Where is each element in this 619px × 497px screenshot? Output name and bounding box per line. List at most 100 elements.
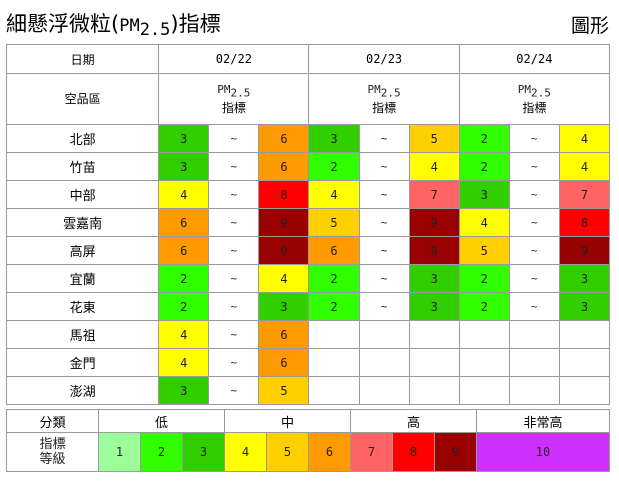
legend-level-label: 指標 等級 bbox=[6, 432, 99, 472]
legend-level-swatch: 6 bbox=[308, 432, 351, 472]
legend-level-swatch: 9 bbox=[434, 432, 477, 472]
min-index-cell: 3 bbox=[158, 124, 210, 153]
range-separator: ~ bbox=[358, 236, 410, 265]
table-row: 花東 2 ~3 2 ~3 2 ~3 bbox=[5, 292, 611, 321]
min-index-cell: 4 bbox=[458, 208, 510, 237]
max-index-cell: 7 bbox=[558, 180, 611, 209]
min-index-cell: 2 bbox=[308, 264, 360, 293]
param-pm: PM bbox=[367, 83, 381, 97]
max-index-cell: 8 bbox=[558, 208, 611, 237]
max-index-cell: 3 bbox=[408, 292, 460, 321]
max-index-cell: 9 bbox=[258, 208, 310, 237]
table-row: 澎湖 3 ~5 bbox=[5, 376, 611, 405]
range-separator: ~ bbox=[358, 292, 410, 321]
legend-level-swatch: 4 bbox=[224, 432, 267, 472]
table-row: 金門 4 ~6 bbox=[5, 348, 611, 377]
region-name: 宜蘭 bbox=[5, 264, 160, 293]
min-index-cell: 2 bbox=[308, 292, 360, 321]
min-index-cell: 3 bbox=[458, 180, 510, 209]
range-separator: ~ bbox=[508, 124, 560, 153]
max-index-cell: 3 bbox=[558, 292, 611, 321]
min-index-cell: 3 bbox=[308, 124, 360, 153]
min-index-cell: 5 bbox=[458, 236, 510, 265]
max-index-cell: 9 bbox=[258, 236, 310, 265]
region-header: 空品區 bbox=[5, 73, 160, 125]
min-index-cell: 2 bbox=[458, 264, 510, 293]
empty-cell bbox=[358, 320, 410, 349]
region-name: 中部 bbox=[5, 180, 160, 209]
min-index-cell: 2 bbox=[458, 152, 510, 181]
min-index-cell: 4 bbox=[158, 180, 210, 209]
table-row: 北部 3 ~6 3 ~5 2 ~4 bbox=[5, 124, 611, 153]
region-name: 高屏 bbox=[5, 236, 160, 265]
range-separator: ~ bbox=[208, 376, 260, 405]
param-header-3: PM2.5 指標 bbox=[458, 73, 611, 125]
max-index-cell: 6 bbox=[258, 348, 310, 377]
param-pm-subscript: 2.5 bbox=[380, 86, 401, 100]
min-index-cell: 6 bbox=[158, 236, 210, 265]
date-column-1: 02/22 bbox=[158, 44, 310, 74]
legend-level-swatch: 7 bbox=[350, 432, 393, 472]
empty-cell bbox=[408, 376, 460, 405]
graph-view-link[interactable]: 圖形 bbox=[570, 15, 609, 37]
empty-cell bbox=[308, 376, 360, 405]
max-index-cell: 9 bbox=[408, 208, 460, 237]
min-index-cell: 4 bbox=[158, 348, 210, 377]
param-pm-subscript: 2.5 bbox=[230, 86, 251, 100]
max-index-cell: 4 bbox=[408, 152, 460, 181]
max-index-cell: 9 bbox=[408, 236, 460, 265]
legend-group-name: 中 bbox=[224, 409, 351, 433]
min-index-cell: 6 bbox=[308, 236, 360, 265]
min-index-cell: 3 bbox=[158, 376, 210, 405]
empty-cell bbox=[458, 320, 510, 349]
empty-cell bbox=[558, 348, 611, 377]
region-name: 北部 bbox=[5, 124, 160, 153]
range-separator: ~ bbox=[208, 152, 260, 181]
param-header-2: PM2.5 指標 bbox=[308, 73, 460, 125]
range-separator: ~ bbox=[508, 208, 560, 237]
param-header-1: PM2.5 指標 bbox=[158, 73, 310, 125]
range-separator: ~ bbox=[208, 292, 260, 321]
max-index-cell: 8 bbox=[258, 180, 310, 209]
range-separator: ~ bbox=[208, 208, 260, 237]
empty-cell bbox=[308, 348, 360, 377]
max-index-cell: 3 bbox=[258, 292, 310, 321]
region-name: 花東 bbox=[5, 292, 160, 321]
index-level-legend: 分類 低中高非常高 指標 等級 1 2 3 4 5 6 7 8 9 10 bbox=[6, 409, 610, 472]
param-label: 指標 bbox=[522, 100, 547, 115]
empty-cell bbox=[458, 348, 510, 377]
legend-group-name: 高 bbox=[350, 409, 477, 433]
min-index-cell: 4 bbox=[308, 180, 360, 209]
max-index-cell: 6 bbox=[258, 124, 310, 153]
range-separator: ~ bbox=[208, 264, 260, 293]
legend-level-swatch: 1 bbox=[98, 432, 141, 472]
max-index-cell: 4 bbox=[558, 124, 611, 153]
empty-cell bbox=[508, 320, 560, 349]
empty-cell bbox=[358, 376, 410, 405]
range-separator: ~ bbox=[208, 180, 260, 209]
max-index-cell: 9 bbox=[558, 236, 611, 265]
min-index-cell: 5 bbox=[308, 208, 360, 237]
empty-cell bbox=[508, 376, 560, 405]
empty-cell bbox=[308, 320, 360, 349]
table-row: 宜蘭 2 ~4 2 ~3 2 ~3 bbox=[5, 264, 611, 293]
region-name: 竹苗 bbox=[5, 152, 160, 181]
min-index-cell: 2 bbox=[458, 292, 510, 321]
title-pm-subscript: 2.5 bbox=[139, 20, 171, 40]
param-pm-subscript: 2.5 bbox=[531, 86, 551, 100]
range-separator: ~ bbox=[358, 152, 410, 181]
region-name: 雲嘉南 bbox=[5, 208, 160, 237]
range-separator: ~ bbox=[208, 348, 260, 377]
max-index-cell: 4 bbox=[558, 152, 611, 181]
pm25-forecast-table: 日期 02/22 02/23 02/24 空品區 PM2.5 指標 PM2.5 指標 P… bbox=[5, 44, 611, 405]
legend-category-label: 分類 bbox=[6, 409, 99, 433]
empty-cell bbox=[558, 376, 611, 405]
page-title: 細懸浮微粒(PM2.5)指標 bbox=[6, 12, 221, 40]
legend-level-swatch: 2 bbox=[140, 432, 183, 472]
max-index-cell: 7 bbox=[408, 180, 460, 209]
empty-cell bbox=[558, 320, 611, 349]
date-column-2: 02/23 bbox=[308, 44, 460, 74]
max-index-cell: 5 bbox=[258, 376, 310, 405]
min-index-cell: 2 bbox=[158, 292, 210, 321]
min-index-cell: 2 bbox=[158, 264, 210, 293]
